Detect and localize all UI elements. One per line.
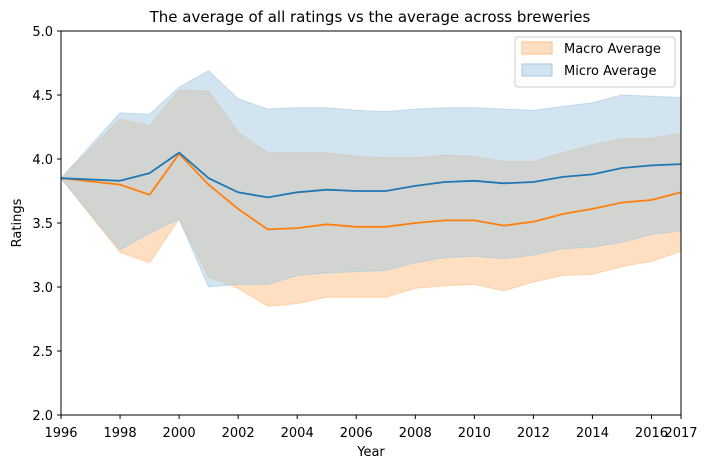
x-tick-label: 1996 xyxy=(44,426,77,441)
legend-label-micro: Micro Average xyxy=(564,64,657,79)
x-tick-label: 1998 xyxy=(104,426,137,441)
legend-swatch-macro xyxy=(521,41,553,55)
x-tick-label: 2002 xyxy=(222,426,255,441)
x-tick-label: 2004 xyxy=(281,426,314,441)
x-axis-title: Year xyxy=(356,445,385,460)
legend: Macro Average Micro Average xyxy=(514,36,676,88)
legend-swatch-micro xyxy=(521,63,553,77)
y-tick-label: 3.5 xyxy=(32,217,53,232)
y-axis-title: Ratings xyxy=(10,198,25,247)
legend-frame xyxy=(514,36,676,88)
x-tick-label: 2000 xyxy=(163,426,196,441)
confidence-bands xyxy=(60,70,682,307)
y-tick-label: 3.0 xyxy=(32,281,53,296)
series-lines xyxy=(60,151,682,231)
legend-label-macro: Macro Average xyxy=(564,42,661,57)
x-tick-label: 2014 xyxy=(576,426,609,441)
x-tick-label: 2008 xyxy=(399,426,432,441)
y-tick-label: 5.0 xyxy=(32,25,53,40)
x-tick-label: 2017 xyxy=(664,426,697,441)
x-axis: 1996 1998 2000 2002 2004 2006 2008 2010 2012 2014… xyxy=(44,415,698,441)
micro-line xyxy=(60,151,682,199)
x-tick-label: 2006 xyxy=(340,426,373,441)
x-tick-label: 2010 xyxy=(458,426,491,441)
chart-title: The average of all ratings vs the averag… xyxy=(149,8,591,26)
x-tick-label: 2016 xyxy=(635,426,668,441)
y-tick-label: 2.0 xyxy=(32,409,53,424)
macro-line xyxy=(60,152,682,231)
y-tick-label: 4.0 xyxy=(32,153,53,168)
y-axis: 2.0 2.5 3.0 3.5 4.0 4.5 5.0 xyxy=(32,25,61,424)
y-tick-label: 4.5 xyxy=(32,89,53,104)
x-tick-label: 2012 xyxy=(517,426,550,441)
y-tick-label: 2.5 xyxy=(32,345,53,360)
